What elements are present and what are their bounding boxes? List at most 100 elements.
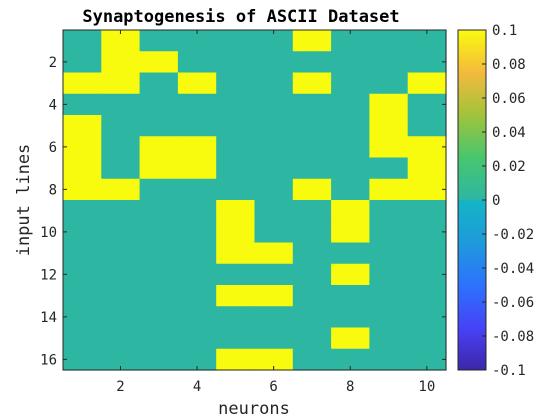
heatmap-cell [331,178,370,201]
colorbar [457,29,487,371]
heatmap-cell [216,221,256,244]
heatmap-cell [63,306,102,329]
heatmap-cell [331,72,370,95]
heatmap-cell [369,178,409,201]
heatmap-cell [369,306,409,329]
heatmap-cell [101,242,141,265]
y-axis-label: input lines [14,144,34,257]
x-tick-label: 4 [193,379,201,395]
heatmap-cell [139,115,179,137]
heatmap-cell [63,285,102,307]
heatmap-cell [254,30,294,52]
heatmap-cell [407,263,447,286]
heatmap-cell [292,136,332,159]
heatmap-cell [407,242,447,265]
heatmap-cell [369,327,409,350]
y-tick-label: 12 [40,267,57,283]
heatmap-cell [292,285,332,307]
heatmap-cell [254,93,294,116]
heatmap-cell [139,93,179,116]
colorbar-tick-label: -0.04 [492,261,534,277]
colorbar-tick-label: -0.06 [492,295,534,311]
heatmap-cell [331,157,370,180]
heatmap-cell [331,242,370,265]
x-tick-label: 10 [418,379,435,395]
heatmap-cells [63,30,447,371]
heatmap-cell [139,30,179,52]
heatmap-cell [216,263,256,286]
heatmap-cell [101,221,141,244]
colorbar-tick-label: -0.02 [492,227,534,243]
x-tick-label: 6 [269,379,277,395]
heatmap-cell [216,200,256,222]
heatmap-cell [407,327,447,350]
heatmap-cell [63,72,102,95]
heatmap-cell [216,157,256,180]
heatmap-cell [254,157,294,180]
heatmap-cell [331,348,370,371]
x-tick-label: 8 [346,379,354,395]
heatmap-cell [331,285,370,307]
heatmap-cell [177,200,217,222]
heatmap-cell [216,348,256,371]
y-tick-label: 4 [49,97,57,113]
heatmap-cell [101,51,141,74]
heatmap-cell [63,242,102,265]
colorbar-tick-label: -0.08 [492,329,534,345]
x-axis-ticks: 2 4 6 8 10 [116,30,435,395]
heatmap-cell [139,348,179,371]
heatmap-cell [292,200,332,222]
heatmap-cell [101,200,141,222]
heatmap-cell [139,157,179,180]
heatmap-cell [292,72,332,95]
colorbar-tick-label: 0.02 [492,159,526,175]
heatmap-cell [292,348,332,371]
colorbar-tick-label: 0 [492,193,500,209]
heatmap-cell [63,30,102,52]
heatmap-cell [63,348,102,371]
heatmap-cell [331,263,370,286]
heatmap-cell [63,327,102,350]
heatmap-cell [177,221,217,244]
colorbar-tick-label: 0.08 [492,57,526,73]
heatmap-cell [331,51,370,74]
heatmap-cell [101,30,141,52]
heatmap-cell [292,93,332,116]
heatmap-cell [254,327,294,350]
colorbar-tick-label: -0.1 [492,363,526,379]
colorbar-tick-label: 0.04 [492,125,526,141]
heatmap-cell [63,93,102,116]
y-axis-ticks: 2 4 6 8 10 12 14 16 [40,55,446,368]
heatmap-cell [216,242,256,265]
heatmap-cell [101,93,141,116]
heatmap-cell [216,285,256,307]
heatmap-cell [407,93,447,116]
heatmap-cell [369,157,409,180]
heatmap-cell [177,242,217,265]
heatmap-cell [63,263,102,286]
heatmap-cell [292,327,332,350]
heatmap-cell [369,115,409,137]
heatmap-cell [139,178,179,201]
heatmap-cell [101,136,141,159]
heatmap-cell [216,115,256,137]
heatmap-cell [369,242,409,265]
heatmap-cell [369,263,409,286]
heatmap-cell [139,327,179,350]
plot-frame [62,29,447,371]
heatmap-cell [63,221,102,244]
heatmap-cell [292,178,332,201]
heatmap-cell [101,327,141,350]
heatmap-cell [63,178,102,201]
heatmap-cell [139,72,179,95]
y-tick-label: 16 [40,352,57,368]
heatmap-cell [254,221,294,244]
heatmap-cell [101,348,141,371]
heatmap-cell [407,157,447,180]
heatmap-cell [331,200,370,222]
heatmap-cell [407,178,447,201]
heatmap-cell [254,285,294,307]
heatmap-cell [177,51,217,74]
y-tick-label: 10 [40,225,57,241]
